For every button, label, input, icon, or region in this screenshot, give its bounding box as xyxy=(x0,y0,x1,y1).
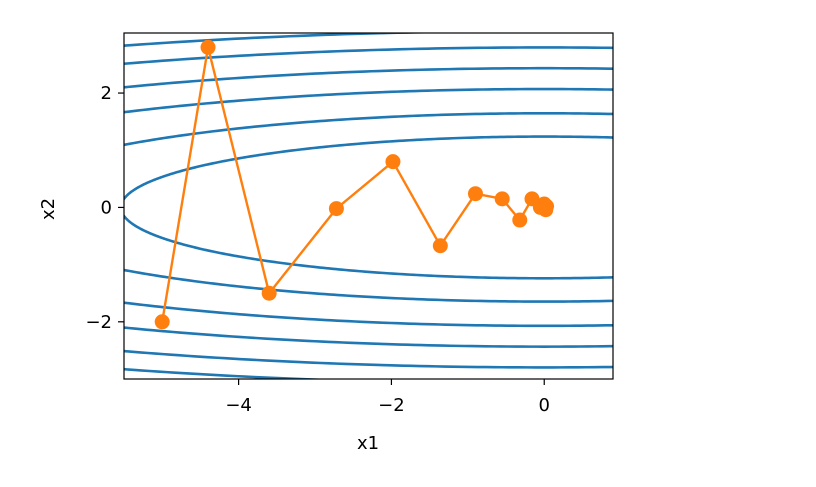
trajectory-point xyxy=(328,201,344,217)
trajectory-point xyxy=(494,191,510,207)
x-axis: −4 −2 0 xyxy=(225,379,550,416)
y-tick-label: −2 xyxy=(85,312,112,333)
x-tick-label: −4 xyxy=(225,395,252,416)
trajectory-point xyxy=(512,212,528,228)
trajectory-point xyxy=(261,285,277,301)
x-tick-label: −2 xyxy=(378,395,405,416)
y-axis-label: x2 xyxy=(38,198,59,220)
y-axis: 2 0 −2 xyxy=(85,83,124,333)
y-tick-label: 0 xyxy=(101,197,112,218)
trajectory-point xyxy=(467,186,483,202)
x-tick-label: 0 xyxy=(539,395,550,416)
plot-frame xyxy=(123,32,614,380)
trajectory-point xyxy=(539,198,555,214)
trajectory-point xyxy=(385,154,401,170)
trajectory xyxy=(154,39,555,330)
trajectory-point xyxy=(432,238,448,254)
trajectory-point xyxy=(200,39,216,55)
trajectory-point xyxy=(154,314,170,330)
x-axis-label: x1 xyxy=(357,433,379,454)
y-tick-label: 2 xyxy=(101,83,112,104)
